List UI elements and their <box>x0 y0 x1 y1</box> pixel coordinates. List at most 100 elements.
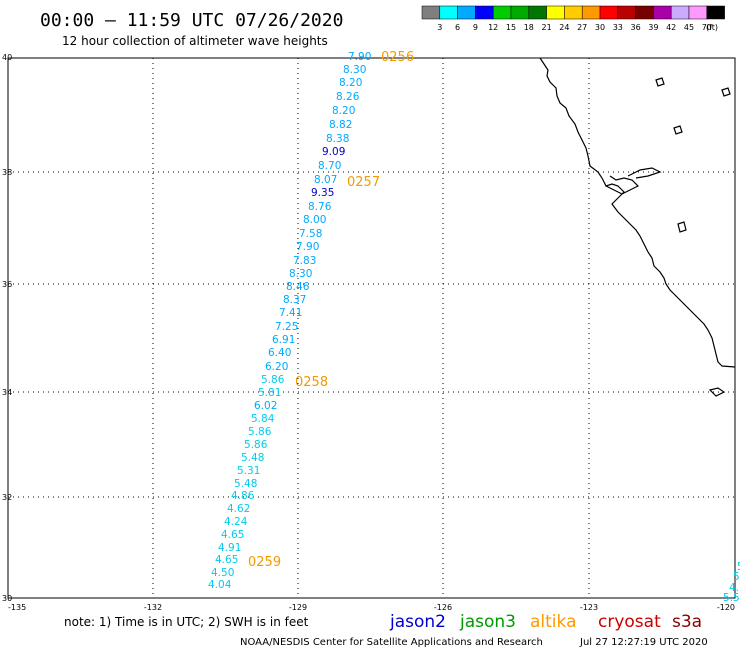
wave-height-label: 5.86 <box>244 439 268 451</box>
timestamp: Jul 27 12:27:19 UTC 2020 <box>579 637 708 648</box>
legend-swatch <box>653 5 672 20</box>
wave-height-label: 8.82 <box>329 119 352 131</box>
longitude-label: -120 <box>717 603 735 612</box>
legend-label: 15 <box>506 23 516 32</box>
wave-height-label: 8.46 <box>286 281 310 293</box>
legend-swatch <box>492 5 512 20</box>
latitude-label: 34 <box>2 388 12 397</box>
longitude-label: -129 <box>289 603 307 612</box>
wave-height-label: 8.70 <box>318 160 341 172</box>
pass-time-label: 0259 <box>248 555 281 570</box>
island-3 <box>721 87 731 97</box>
california-coastline <box>539 57 736 368</box>
edge-wave-label: 5 <box>737 561 740 573</box>
channel-island <box>708 387 726 397</box>
legend-swatch <box>635 5 654 20</box>
wave-height-label: 8.76 <box>308 201 332 213</box>
legend-swatch <box>564 5 583 20</box>
wave-height-label: 4.86 <box>231 490 255 502</box>
legend-swatch <box>617 5 636 20</box>
legend-label: 33 <box>613 23 623 32</box>
san-pablo-bay <box>627 167 662 179</box>
legend-swatch <box>546 5 565 20</box>
wave-height-label: 6.91 <box>272 334 295 346</box>
wave-height-label: 5.86 <box>261 374 285 386</box>
wave-height-label: 7.90 <box>296 241 319 253</box>
legend-label: 18 <box>524 23 534 32</box>
wave-height-label: 8.20 <box>332 105 355 117</box>
legend-swatch <box>581 5 601 20</box>
time-labels: 0256 0257 0258 0259 <box>248 50 414 570</box>
latitude-label: 36 <box>2 280 12 289</box>
map-title: 00:00 – 11:59 UTC 07/26/2020 <box>40 10 343 31</box>
satellite-legend: jason2 jason3 altika cryosat s3a <box>389 612 702 632</box>
credit-line: NOAA/NESDIS Center for Satellite Applica… <box>240 637 543 648</box>
legend-swatch <box>475 5 494 20</box>
legend-swatch <box>510 5 530 20</box>
legend-label: 30 <box>595 23 605 32</box>
legend-label: 9 <box>473 23 478 32</box>
wave-height-label: 5.86 <box>248 426 272 438</box>
wave-height-label: 5.31 <box>237 465 260 477</box>
wave-height-label: 4.04 <box>208 579 232 591</box>
legend-swatch <box>457 5 476 20</box>
wave-height-label: 4.62 <box>227 503 250 515</box>
longitude-label: -135 <box>8 603 26 612</box>
legend-swatch <box>670 5 690 20</box>
edge-wave-label: 4. <box>729 582 739 594</box>
satellite-jason2: jason2 <box>389 612 446 632</box>
wave-height-label: 5.48 <box>241 452 264 464</box>
legend-swatch <box>706 5 725 20</box>
latitude-label: 32 <box>2 493 12 502</box>
graticule <box>8 58 735 598</box>
legend-label: 12 <box>488 23 498 32</box>
wave-height-label: 8.07 <box>314 174 337 186</box>
satellite-altika: altika <box>530 612 577 632</box>
edge-wave-label: 5.5 <box>723 592 740 604</box>
pass-time-label: 0256 <box>381 50 414 65</box>
legend-swatch <box>599 5 619 20</box>
wave-height-label: 5.84 <box>251 413 275 425</box>
wave-height-label: 8.38 <box>326 133 349 145</box>
legend-label: 3 <box>437 23 442 32</box>
pass-time-label: 0257 <box>347 175 380 190</box>
map-subtitle: 12 hour collection of altimeter wave hei… <box>62 34 328 48</box>
latitude-label: 38 <box>2 168 12 177</box>
wave-height-label: 4.50 <box>211 567 234 579</box>
wave-height-label: 6.20 <box>265 361 288 373</box>
latitude-label: 40 <box>2 53 12 62</box>
wave-height-label: 4.91 <box>218 542 241 554</box>
legend-label: 39 <box>648 23 658 32</box>
wave-height-label: 6.40 <box>268 347 291 359</box>
latitude-label: 30 <box>2 594 12 603</box>
wave-height-label: 7.58 <box>299 228 322 240</box>
satellite-s3a: s3a <box>672 612 702 632</box>
edge-fragments: 55.4.5.5 <box>723 561 740 604</box>
pass-time-label: 0258 <box>295 375 328 390</box>
altimeter-track: 7.908.308.208.268.208.828.389.098.708.07… <box>208 51 371 591</box>
legend-label: 24 <box>559 23 569 32</box>
wave-height-label: 4.65 <box>215 554 238 566</box>
legend-label: 70 <box>702 23 712 32</box>
legend-label: 42 <box>666 23 676 32</box>
legend-swatch <box>439 5 458 20</box>
longitude-label: -132 <box>144 603 162 612</box>
wave-height-label: 9.35 <box>311 187 334 199</box>
longitude-label: -123 <box>580 603 598 612</box>
wave-height-label: 8.30 <box>343 64 366 76</box>
legend-label: 6 <box>455 23 460 32</box>
legend-label: 36 <box>631 23 641 32</box>
wave-height-label: 6.02 <box>254 400 277 412</box>
legend-unit: (ft) <box>706 23 718 32</box>
satellite-cryosat: cryosat <box>598 612 661 632</box>
map-frame <box>7 57 736 599</box>
legend-label: 21 <box>542 23 552 32</box>
legend-label: 45 <box>684 23 694 32</box>
legend-swatch <box>421 5 441 20</box>
wave-height-label: 8.26 <box>336 91 360 103</box>
wave-height-label: 7.41 <box>279 307 302 319</box>
legend-label: 27 <box>577 23 587 32</box>
wave-height-label: 7.25 <box>275 321 298 333</box>
axis-labels: -135 -132 -129 -126 -123 -120 40 38 36 34 32 30 <box>2 53 735 612</box>
